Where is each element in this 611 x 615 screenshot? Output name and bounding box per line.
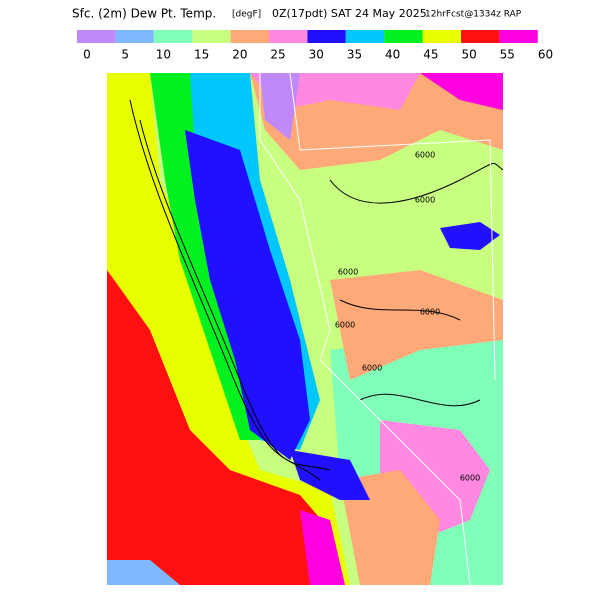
colorbar-tick-label: 20 <box>232 48 247 62</box>
colorbar-swatch <box>422 30 461 43</box>
colorbar-swatch <box>345 30 385 43</box>
colorbar-swatch <box>384 30 423 43</box>
colorbar-tick-label: 60 <box>538 48 553 62</box>
contour-label: 6000 <box>420 308 440 317</box>
colorbar-tick-label: 15 <box>194 48 209 62</box>
colorbar-tick-label: 50 <box>461 48 476 62</box>
region-lightblue <box>107 560 180 585</box>
colorbar-tick-label: 40 <box>385 48 400 62</box>
colorbar-swatch <box>153 30 193 43</box>
contour-label: 6000 <box>362 364 382 373</box>
colorbar: 0 5 10 15 20 25 30 35 40 45 50 55 60 <box>77 30 553 62</box>
colorbar-tick-label: 5 <box>121 48 129 62</box>
contour <box>129 99 321 481</box>
contour <box>339 299 461 321</box>
state-border <box>319 359 471 586</box>
contour <box>139 119 331 471</box>
colorbar-swatch <box>499 30 538 43</box>
contour-label: 6000 <box>415 196 435 205</box>
state-border <box>289 72 496 381</box>
colorbar-swatch <box>192 30 231 43</box>
units: [degF] <box>232 10 261 20</box>
region-purple <box>260 73 300 140</box>
source: 12hrFcst@1334z RAP <box>425 10 522 20</box>
colorbar-tick-label: 30 <box>309 48 324 62</box>
region-blue <box>185 130 310 460</box>
colorbar-tick-label: 10 <box>156 48 171 62</box>
colorbar-swatch <box>115 30 154 43</box>
contour-labels: 6000 6000 6000 6000 6000 6000 6000 <box>335 151 480 483</box>
region-magenta-north <box>420 73 503 110</box>
contour <box>359 393 481 407</box>
contour <box>329 162 504 204</box>
colorbar-swatch <box>307 30 346 43</box>
colorbar-swatch <box>269 30 308 43</box>
contour-label: 6000 <box>335 321 355 330</box>
colorbar-tick-label: 25 <box>270 48 285 62</box>
colorbar-tick-label: 45 <box>423 48 438 62</box>
colorbar-swatch <box>230 30 269 43</box>
title: Sfc. (2m) Dew Pt. Temp. <box>72 7 216 21</box>
colorbar-tick-label: 55 <box>500 48 515 62</box>
map <box>107 72 504 586</box>
region-red <box>107 270 340 585</box>
region-magenta-south <box>300 510 345 585</box>
colorbar-swatch <box>77 30 116 43</box>
region-blue-south <box>290 450 370 500</box>
region-blue-blob <box>440 222 500 250</box>
state-border <box>259 73 331 361</box>
colorbar-tick-label: 35 <box>347 48 362 62</box>
region-salmon <box>330 270 503 380</box>
contour-label: 6000 <box>338 268 358 277</box>
valid-time: 0Z(17pdt) SAT 24 May 2025 <box>272 7 427 20</box>
contour-label: 6000 <box>460 474 480 483</box>
colorbar-tick-label: 0 <box>83 48 91 62</box>
colorbar-swatch <box>461 30 500 43</box>
contour-label: 6000 <box>415 151 435 160</box>
